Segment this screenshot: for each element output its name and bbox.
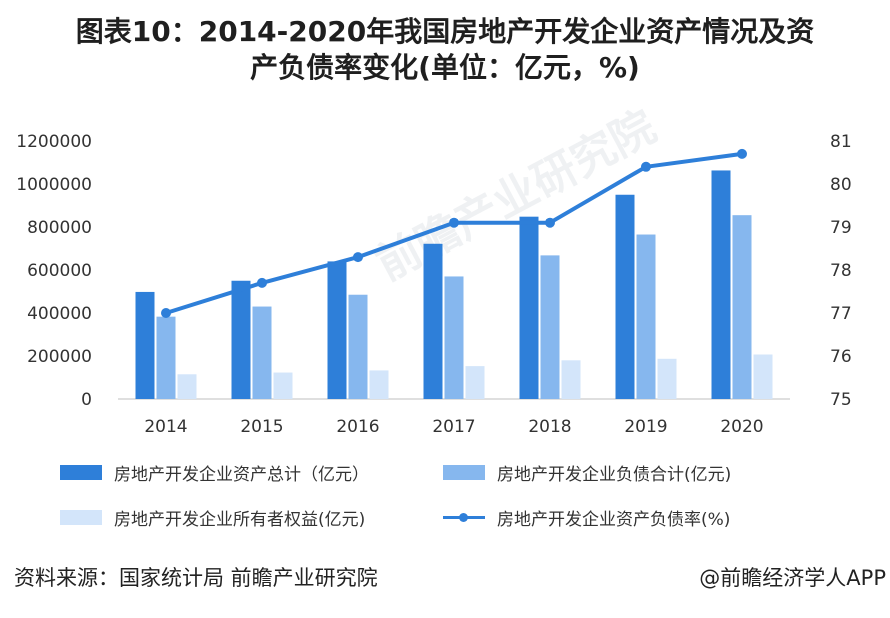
x-tick-label: 2018: [528, 417, 571, 437]
chart-title-line1: 图表10：2014-2020年我国房地产开发企业资产情况及资: [75, 15, 815, 48]
legend-item-equity: 房地产开发企业所有者权益(亿元): [60, 505, 365, 530]
y-left-tick-label: 800000: [27, 218, 92, 238]
bar-equity: [465, 366, 485, 399]
point-debt-ratio: [545, 217, 555, 228]
y-left-tick-label: 200000: [27, 347, 92, 367]
chart-title: 图表10：2014-2020年我国房地产开发企业资产情况及资 产负债率变化(单位…: [0, 14, 890, 86]
bar-equity: [273, 372, 293, 399]
point-debt-ratio: [449, 217, 459, 228]
bar-total-assets: [519, 216, 539, 399]
y-left-tick-label: 1200000: [16, 132, 92, 152]
source-note: 资料来源：国家统计局 前瞻产业研究院: [14, 566, 378, 590]
legend-swatch-total-assets: [60, 465, 102, 480]
y-right-tick-label: 78: [830, 261, 852, 281]
legend-swatch-ratio: [443, 510, 485, 525]
bar-total-assets: [135, 291, 155, 399]
legend-swatch-liabilities: [443, 465, 485, 480]
bar-liabilities: [636, 234, 656, 399]
bar-liabilities: [540, 255, 560, 399]
legend-item-liabilities: 房地产开发企业负债合计(亿元): [443, 460, 731, 485]
y-left-tick-label: 600000: [27, 261, 92, 281]
bar-liabilities: [252, 306, 272, 399]
legend-label-total-assets: 房地产开发企业资产总计（亿元）: [114, 465, 369, 485]
y-left-tick-label: 0: [81, 390, 92, 410]
x-tick-label: 2014: [144, 417, 187, 437]
point-debt-ratio: [353, 252, 363, 263]
bar-total-assets: [615, 194, 635, 399]
bar-total-assets: [327, 261, 347, 399]
chart-title-line2: 产负债率变化(单位：亿元，%): [250, 51, 640, 84]
legend-item-total-assets: 房地产开发企业资产总计（亿元）: [60, 460, 369, 485]
bar-equity: [177, 374, 197, 399]
point-debt-ratio: [257, 277, 267, 288]
y-right-tick-label: 75: [830, 390, 852, 410]
y-right-tick-label: 76: [830, 347, 852, 367]
point-debt-ratio: [737, 148, 747, 159]
chart-plot: 0 200000 400000 600000 800000 1000000 1200000 7…: [16, 132, 852, 437]
legend-label-liabilities: 房地产开发企业负债合计(亿元): [497, 465, 732, 485]
y-right-tick-label: 77: [830, 304, 852, 324]
bar-total-assets: [711, 170, 731, 399]
credit-note: @前瞻经济学人APP: [699, 566, 886, 590]
chart-legend: 房地产开发企业资产总计（亿元） 房地产开发企业负债合计(亿元) 房地产开发企业所…: [60, 455, 840, 535]
x-tick-label: 2015: [240, 417, 283, 437]
legend-label-ratio: 房地产开发企业资产负债率(%): [497, 510, 731, 530]
legend-swatch-equity: [60, 510, 102, 525]
point-debt-ratio: [161, 308, 171, 318]
x-tick-label: 2020: [720, 417, 763, 437]
y-left-tick-label: 1000000: [16, 175, 92, 195]
bar-liabilities: [348, 294, 368, 399]
y-right-tick-label: 79: [830, 218, 852, 238]
point-debt-ratio: [641, 161, 651, 172]
bar-liabilities: [444, 276, 464, 399]
legend-item-ratio: 房地产开发企业资产负债率(%): [443, 505, 730, 530]
bar-equity: [753, 354, 773, 399]
x-tick-label: 2019: [624, 417, 667, 437]
bar-total-assets: [423, 243, 443, 399]
y-right-tick-label: 81: [830, 132, 852, 152]
bar-liabilities: [156, 316, 176, 399]
y-right-tick-label: 80: [830, 175, 852, 195]
bar-total-assets: [231, 280, 251, 399]
y-left-tick-label: 400000: [27, 304, 92, 324]
bar-equity: [369, 370, 389, 399]
x-tick-label: 2017: [432, 417, 475, 437]
bar-equity: [561, 360, 581, 399]
bar-equity: [657, 358, 677, 399]
legend-label-equity: 房地产开发企业所有者权益(亿元): [114, 510, 366, 530]
bar-liabilities: [732, 215, 752, 399]
x-tick-label: 2016: [336, 417, 379, 437]
